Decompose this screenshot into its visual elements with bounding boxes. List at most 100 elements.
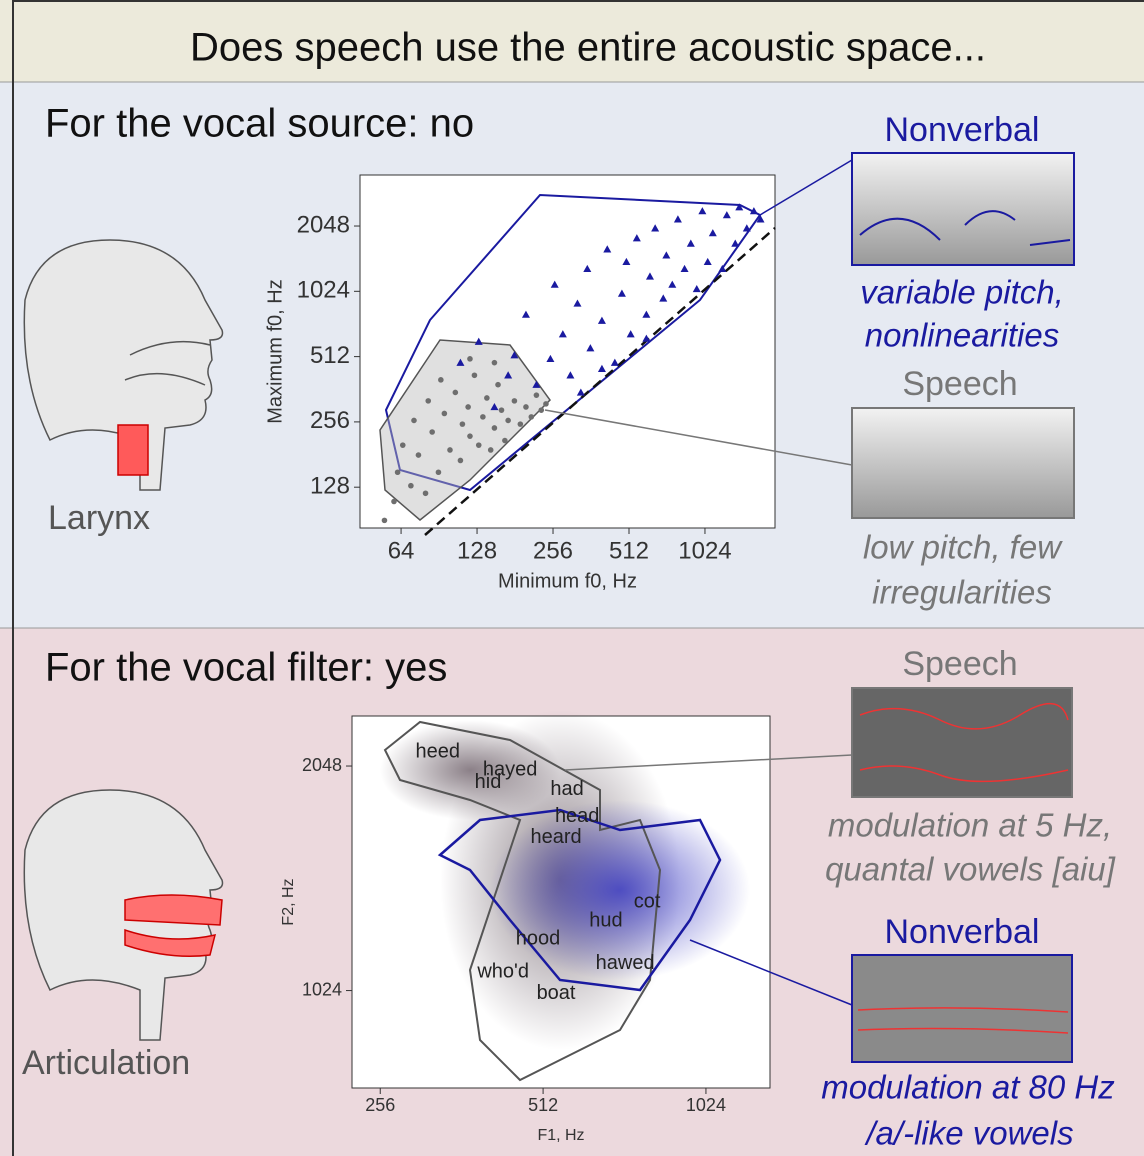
point (394, 469, 401, 476)
point (411, 417, 417, 424)
point (441, 410, 448, 417)
point-label: had (550, 778, 583, 800)
point (698, 207, 707, 215)
point (610, 358, 619, 366)
point (680, 264, 689, 273)
point (429, 429, 435, 435)
point (558, 330, 567, 338)
contour (437, 808, 722, 992)
point (435, 469, 442, 476)
caption: low pitch, few (863, 529, 1063, 566)
x-axis-label: Minimum f0, Hz (498, 570, 637, 592)
point (505, 417, 511, 424)
point (626, 330, 635, 338)
point-label: heed (416, 740, 461, 762)
point (662, 251, 671, 259)
point-label: heard (530, 826, 581, 848)
title: Does speech use the entire acoustic spac… (190, 26, 986, 70)
point (510, 351, 519, 359)
point (381, 517, 388, 524)
organ-label: Articulation (22, 1044, 190, 1082)
caption: nonlinearities (865, 317, 1059, 354)
point (475, 442, 482, 448)
point (491, 359, 498, 366)
articulation-illustration (23, 789, 224, 1041)
point (425, 398, 432, 404)
y-tick-label: 128 (310, 473, 350, 500)
hull (379, 339, 551, 521)
point (438, 377, 444, 383)
y-axis-label: F2, Hz (280, 878, 297, 925)
point (491, 425, 498, 431)
point (467, 356, 473, 362)
panel-heading: For the vocal source: no (45, 102, 474, 146)
x-tick-label: 512 (609, 537, 649, 564)
density (380, 720, 560, 820)
panel-heading: For the vocal filter: yes (45, 646, 447, 690)
caption: quantal vowels [aiu] (825, 851, 1116, 888)
series-label: Nonverbal (885, 111, 1040, 149)
point-label: head (555, 805, 600, 827)
point (456, 358, 465, 366)
point (471, 372, 478, 379)
point (566, 371, 575, 379)
point (521, 310, 530, 318)
x-tick-label: 256 (365, 1095, 395, 1115)
point (686, 239, 695, 247)
point (480, 414, 486, 420)
y-tick-label: 512 (310, 342, 350, 369)
point (391, 498, 397, 505)
point (622, 257, 631, 266)
point (722, 211, 731, 219)
point (749, 207, 758, 215)
organ-label: Larynx (48, 499, 150, 537)
point (502, 437, 508, 444)
point-label: boat (537, 982, 576, 1004)
point (573, 299, 582, 307)
point (708, 229, 717, 237)
point-label: cot (634, 890, 661, 912)
plot-area (359, 174, 776, 529)
point (490, 402, 499, 411)
y-tick-label: 2048 (297, 211, 350, 238)
point (452, 389, 459, 396)
point-label: hood (516, 927, 561, 949)
point (487, 447, 494, 453)
point (597, 316, 606, 324)
point (756, 215, 765, 223)
x-tick-label: 128 (457, 537, 497, 564)
x-tick-label: 256 (533, 537, 573, 564)
point (498, 407, 505, 413)
point (504, 371, 513, 379)
point (523, 404, 529, 410)
connector (564, 754, 853, 771)
formant-track (859, 702, 1069, 783)
x-tick-label: 1024 (678, 537, 731, 564)
point (528, 414, 535, 420)
point (731, 239, 740, 247)
point (465, 404, 471, 410)
point-label: hayed (483, 758, 538, 780)
y-tick-label: 256 (310, 407, 350, 434)
connector (759, 159, 853, 216)
point (415, 452, 422, 458)
caption: modulation at 80 Hz (821, 1069, 1115, 1106)
caption: irregularities (872, 574, 1052, 611)
point (550, 280, 559, 288)
header-bg (0, 0, 1144, 82)
point (668, 280, 677, 288)
caption: modulation at 5 Hz, (828, 807, 1112, 844)
point (632, 234, 641, 242)
point-label: hawed (596, 952, 655, 974)
point (642, 334, 651, 342)
point (645, 272, 654, 280)
series-label: Speech (902, 365, 1017, 403)
x-tick-label: 512 (528, 1095, 558, 1115)
point (673, 215, 682, 223)
point (583, 264, 592, 273)
point (517, 421, 524, 427)
point (586, 344, 595, 352)
point (532, 380, 541, 388)
point-label: who'd (476, 960, 529, 982)
